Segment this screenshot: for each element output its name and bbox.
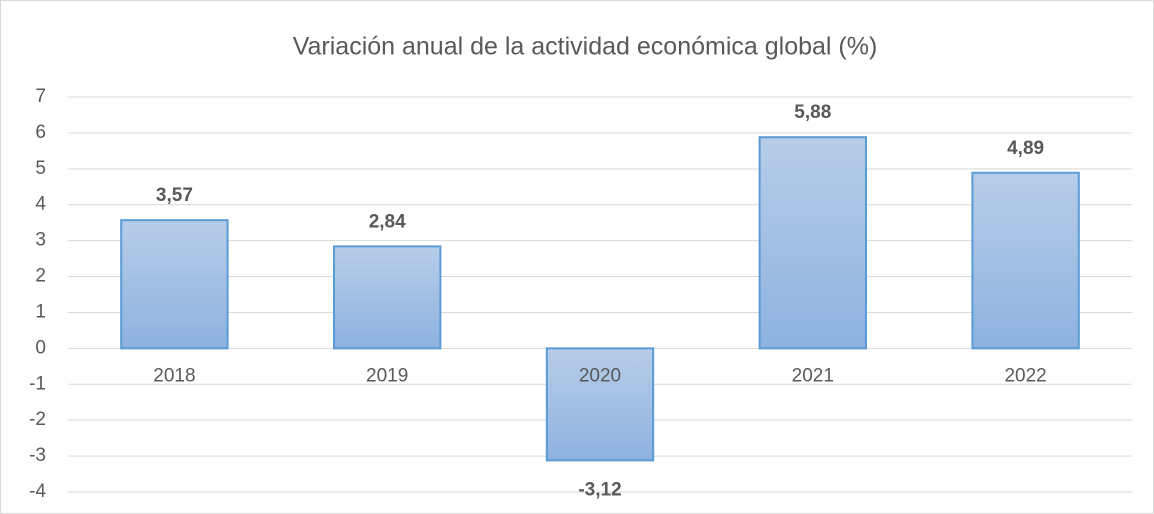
y-tick-label: 5 [35, 158, 46, 179]
y-tick-label: -2 [29, 409, 46, 430]
y-tick-label: 7 [35, 86, 46, 107]
data-label: 4,89 [1007, 138, 1044, 159]
y-tick-label: -3 [29, 445, 46, 466]
y-tick-label: -1 [29, 373, 46, 394]
y-tick-label: 0 [35, 337, 46, 358]
x-tick-label: 2022 [1004, 365, 1046, 386]
bar [758, 136, 867, 350]
x-tick-label: 2018 [153, 365, 195, 386]
bar [971, 171, 1080, 350]
data-label: -3,12 [578, 479, 621, 500]
chart-title: Variación anual de la actividad económic… [293, 33, 878, 61]
bar [120, 219, 229, 350]
y-tick-label: 2 [35, 266, 46, 287]
data-label: 3,57 [156, 185, 193, 206]
x-tick-label: 2021 [792, 365, 834, 386]
x-tick-label: 2019 [366, 365, 408, 386]
x-tick-label: 2020 [579, 365, 621, 386]
y-tick-label: 4 [35, 194, 46, 215]
data-label: 2,84 [369, 211, 406, 232]
y-tick-label: 6 [35, 122, 46, 143]
bar [545, 347, 655, 462]
bar [333, 245, 442, 350]
y-tick-label: 1 [35, 301, 46, 322]
data-label: 5,88 [794, 102, 831, 123]
y-tick-label: -4 [29, 481, 46, 502]
y-tick-label: 3 [35, 230, 46, 251]
